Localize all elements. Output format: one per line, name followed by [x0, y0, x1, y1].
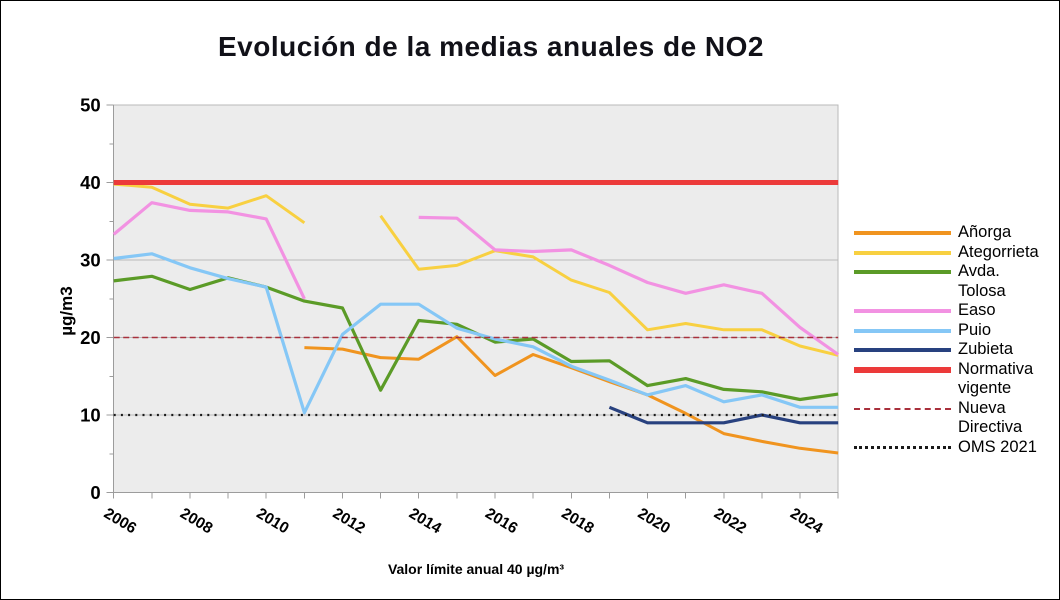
legend-item-anorga: Añorga: [854, 223, 1056, 243]
legend-label-easo: Easo: [958, 301, 996, 319]
plot-background: [113, 105, 839, 493]
x-tick-label-2010: 2010: [253, 505, 291, 537]
legend-item-easo: Easo: [854, 301, 1056, 321]
legend-swatch-zubieta: [854, 348, 951, 352]
x-tick-label-2014: 2014: [406, 505, 445, 538]
legend-label-oms-2021: OMS 2021: [958, 437, 1037, 456]
legend-swatch-easo: [854, 309, 951, 313]
x-tick-label-2008: 2008: [177, 505, 216, 538]
y-axis-title: µg/m3: [57, 286, 76, 336]
legend-label-puio: Puio: [958, 320, 992, 339]
legend-swatch-puio: [854, 328, 951, 333]
chart-title: Evolución de la medias anuales de NO2: [217, 31, 764, 62]
series-line-ategorrieta: [113, 182, 839, 357]
legend-swatch-normativa-vigente: [854, 366, 951, 373]
y-tick-label-40: 40: [80, 172, 101, 193]
legend-swatch-oms-2021: [854, 446, 951, 449]
y-tick-label-0: 0: [90, 482, 100, 503]
series-line-zubieta: [608, 405, 839, 425]
legend-item-avda-tolosa: Avda. Tolosa: [854, 262, 1056, 301]
legend-label-zubieta: Zubieta: [958, 340, 1014, 358]
y-tick-label-10: 10: [80, 405, 101, 426]
x-tick-label-2022: 2022: [711, 505, 749, 537]
legend-item-oms-2021: OMS 2021: [854, 438, 1056, 458]
y-tick-label-30: 30: [80, 250, 101, 271]
axes-and-ticks: [106, 104, 839, 499]
x-tick-label-2016: 2016: [482, 505, 521, 538]
x-tick-label-2012: 2012: [330, 505, 368, 537]
legend-item-ategorrieta: Ategorrieta: [854, 243, 1056, 263]
y-tick-label-20: 20: [80, 327, 101, 348]
legend-swatch-anorga: [854, 231, 951, 235]
x-tick-label-2006: 2006: [101, 505, 140, 538]
legend-item-puio: Puio: [854, 321, 1056, 341]
x-tick-label-2018: 2018: [558, 505, 597, 538]
series-line-easo: [112, 201, 840, 356]
legend-item-nueva-directiva: Nueva Directiva: [854, 399, 1056, 438]
x-axis-note: Valor límite anual 40 µg/m³: [387, 561, 565, 577]
legend-item-normativa-vigente: Normativa vigente: [854, 360, 1056, 399]
legend-label-normativa-vigente: Normativa vigente: [958, 359, 1034, 398]
legend-label-anorga: Añorga: [958, 223, 1012, 241]
legend-swatch-ategorrieta: [854, 250, 951, 255]
x-tick-label-2020: 2020: [635, 505, 673, 537]
legend-label-avda-tolosa: Avda. Tolosa: [958, 262, 1006, 300]
legend-swatch-avda-tolosa: [854, 270, 951, 274]
chart-legend: Añorga Ategorrieta Avda. Tolosa Easo Puio Zub…: [854, 223, 1056, 457]
y-axis-tick-labels: 0 10 20 30 40 50: [80, 95, 101, 504]
series-line-puio: [113, 252, 839, 415]
legend-label-nueva-directiva: Nueva Directiva: [958, 398, 1023, 437]
x-tick-label-2024: 2024: [787, 505, 826, 538]
legend-swatch-nueva-directiva: [854, 407, 951, 410]
legend-label-ategorrieta: Ategorrieta: [958, 242, 1039, 261]
y-tick-label-50: 50: [80, 95, 101, 116]
x-axis-tick-labels: 2006 2008 2010 2012 2014 2016 2018 2020 2022 2024: [101, 505, 826, 538]
legend-item-zubieta: Zubieta: [854, 340, 1056, 360]
